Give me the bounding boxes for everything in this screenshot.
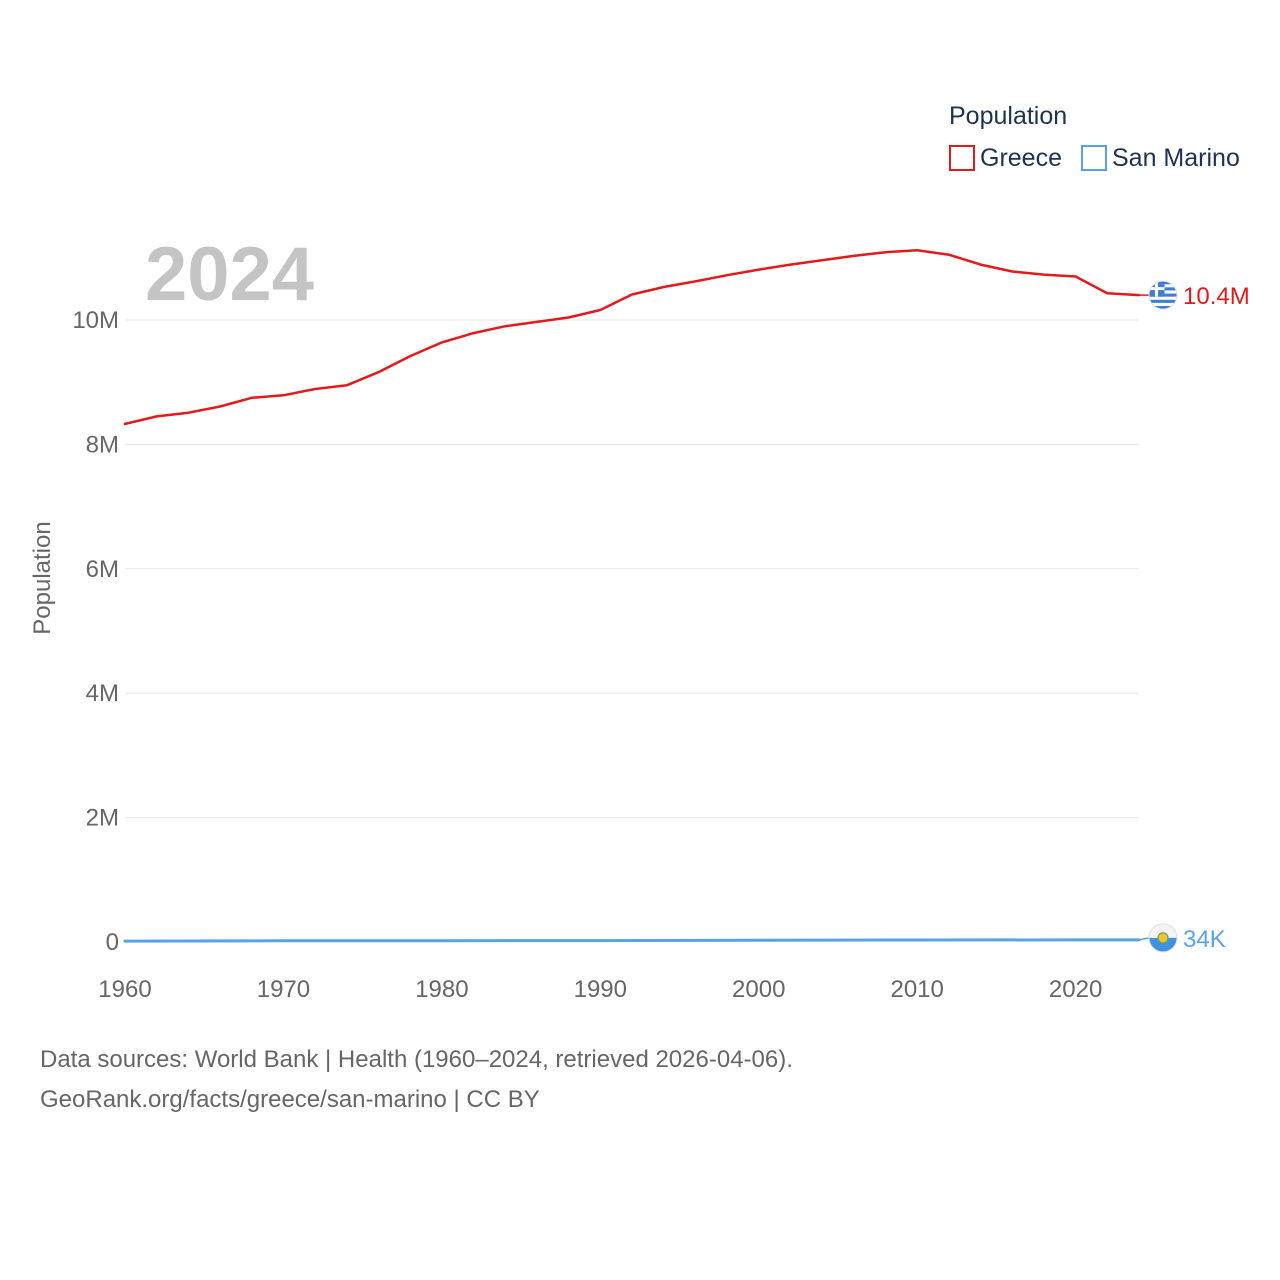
legend-swatch-san-marino <box>1081 145 1107 171</box>
series-line-greece[interactable] <box>123 249 1141 426</box>
year-label: 2024 <box>145 232 314 317</box>
grid <box>125 319 1139 819</box>
y-axis-title: Population <box>29 521 56 634</box>
legend-label-san-marino: San Marino <box>1112 144 1240 172</box>
y-tick-label: 4M <box>86 680 119 707</box>
y-axis-ticks: 0 2M 4M 6M 8M 10M <box>72 307 119 956</box>
y-tick-label: 10M <box>72 307 119 334</box>
legend[interactable]: Population Greece San Marino <box>949 102 1240 172</box>
end-label-san-marino: 34K <box>1183 926 1226 953</box>
san-marino-flag-icon <box>1148 923 1178 953</box>
series-end-labels: 10.4M 34K <box>1138 280 1250 953</box>
x-tick-label: 1970 <box>257 976 310 1003</box>
x-tick-label: 1990 <box>574 976 627 1003</box>
series-line-san-marino[interactable] <box>123 938 1141 943</box>
source-line-1: Data sources: World Bank | Health (1960–… <box>40 1046 793 1073</box>
y-tick-label: 0 <box>106 929 119 956</box>
legend-item-san-marino[interactable]: San Marino <box>1081 144 1240 172</box>
x-tick-label: 2010 <box>890 976 943 1003</box>
source-line-2[interactable]: GeoRank.org/facts/greece/san-marino | CC… <box>40 1086 540 1113</box>
legend-label-greece: Greece <box>980 144 1062 172</box>
legend-title: Population <box>949 102 1067 130</box>
y-tick-label: 2M <box>86 805 119 832</box>
source-note: Data sources: World Bank | Health (1960–… <box>40 1040 793 1120</box>
line-chart: 0 2M 4M 6M 8M 10M 1960 1970 1980 1990 2000 2010 202… <box>29 102 1250 1003</box>
x-tick-label: 2020 <box>1049 976 1102 1003</box>
x-axis-ticks: 1960 1970 1980 1990 2000 2010 2020 <box>98 976 1102 1003</box>
y-tick-label: 8M <box>86 431 119 458</box>
end-label-greece: 10.4M <box>1183 283 1250 310</box>
legend-swatch-greece <box>949 145 975 171</box>
x-tick-label: 1960 <box>98 976 151 1003</box>
x-tick-label: 2000 <box>732 976 785 1003</box>
greece-flag-icon <box>1148 280 1178 310</box>
legend-item-greece[interactable]: Greece <box>949 144 1062 172</box>
end-connector-san-marino <box>1138 937 1150 941</box>
x-tick-label: 1980 <box>415 976 468 1003</box>
series <box>123 249 1141 943</box>
y-tick-label: 6M <box>86 556 119 583</box>
